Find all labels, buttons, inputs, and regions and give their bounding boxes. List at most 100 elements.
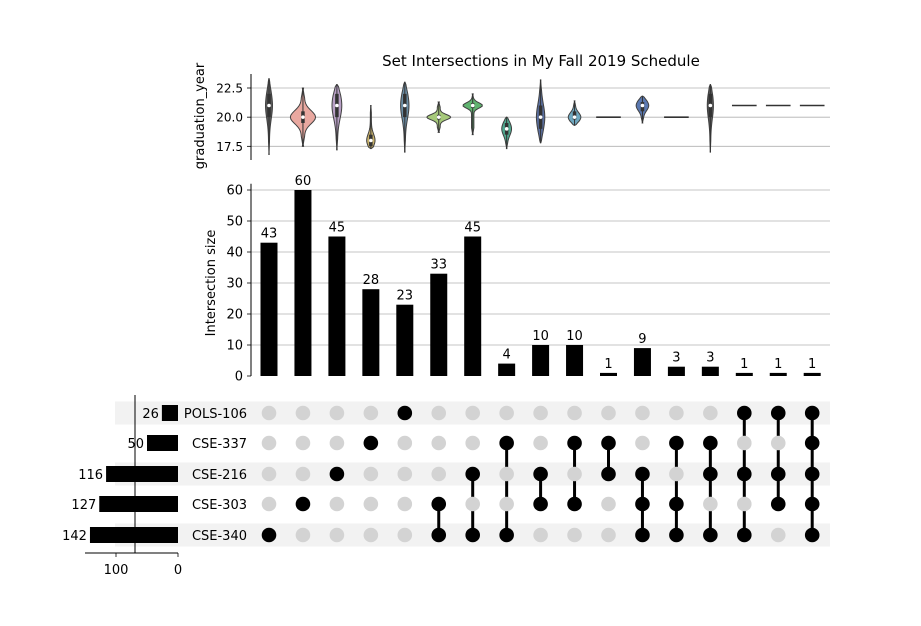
matrix-dot-16-cse-216: [770, 466, 786, 482]
matrix-dot-17-pols-106: [804, 405, 820, 421]
violin-panel: 17.5 20.0 22.5 graduation_year: [193, 62, 830, 169]
intersection-bar-label-2: 60: [295, 174, 312, 189]
matrix-dot-9-cse-340: [533, 527, 548, 543]
set-label-cse-340: CSE-340: [192, 529, 247, 544]
intersection-bar-label-3: 45: [329, 221, 346, 236]
matrix-dot-10-cse-303: [567, 496, 582, 512]
matrix-dot-7-pols-106: [465, 405, 481, 421]
matrix-dot-5-cse-340: [397, 527, 413, 543]
matrix-dot-8-cse-337: [499, 435, 514, 451]
intersection-bar-label-11: 1: [604, 357, 612, 372]
intersection-bar-2: [294, 190, 312, 376]
matrix-dot-8-cse-340: [499, 527, 514, 543]
matrix-dot-11-cse-337: [601, 435, 616, 451]
matrix-dot-15-cse-216: [737, 466, 752, 482]
set-label-cse-303: CSE-303: [192, 498, 247, 513]
intersection-bar-4: [362, 289, 380, 376]
set-size-bar-cse-340: [89, 527, 178, 543]
set-label-cse-337: CSE-337: [192, 437, 247, 452]
intersection-bar-5: [396, 304, 414, 376]
violin-median-9: [538, 115, 543, 119]
intersection-bar-1: [260, 242, 278, 376]
set-size-label-cse-303: 127: [71, 498, 96, 513]
matrix-dot-13-cse-337: [669, 435, 684, 451]
matrix-dot-17-cse-303: [804, 496, 820, 512]
matrix-dot-1-cse-303: [261, 496, 277, 512]
matrix-dot-8-pols-106: [499, 405, 514, 421]
set-size-label-cse-337: 50: [127, 437, 144, 452]
intersection-bar-13: [667, 366, 685, 376]
matrix-dot-4-cse-337: [363, 435, 379, 451]
violin-ylabel: graduation_year: [193, 62, 208, 169]
intersection-bar-10: [566, 345, 584, 376]
intersection-bar-label-13: 3: [672, 351, 680, 366]
set-size-panel: 26 50 116 127 142 100 0: [62, 395, 182, 578]
matrix-dot-2-cse-216: [295, 466, 311, 482]
intersection-bar-7: [464, 236, 482, 376]
matrix-dot-7-cse-340: [465, 527, 481, 543]
set-size-bar-pols-106: [161, 405, 178, 421]
bar-tick-label: 20: [226, 308, 243, 323]
violin-median-8: [504, 127, 509, 131]
matrix-dot-10-cse-337: [567, 435, 582, 451]
matrix-dot-5-cse-216: [397, 466, 413, 482]
intersection-bar-label-8: 4: [503, 348, 511, 363]
matrix-dot-14-pols-106: [703, 405, 718, 421]
matrix-dot-10-pols-106: [567, 405, 582, 421]
matrix-dot-13-cse-340: [669, 527, 684, 543]
matrix-dot-16-cse-340: [770, 527, 786, 543]
intersection-bar-label-15: 1: [740, 357, 748, 372]
set-size-label-cse-340: 142: [62, 529, 87, 544]
violin-tick-label: 22.5: [216, 82, 243, 96]
bar-tick-label: 10: [226, 339, 243, 354]
violin-median-10: [572, 115, 577, 119]
matrix-dot-11-cse-216: [601, 466, 616, 482]
matrix-dot-9-cse-337: [533, 435, 548, 451]
matrix-dot-6-cse-340: [431, 527, 447, 543]
bar-tick-label: 0: [235, 370, 243, 385]
bar-tick-label: 50: [226, 215, 243, 230]
matrix-dot-7-cse-303: [465, 496, 481, 512]
set-size-bar-cse-303: [99, 496, 178, 512]
violin-median-14: [708, 103, 713, 108]
matrix-dot-8-cse-303: [499, 496, 514, 512]
violin-median-5: [403, 103, 407, 108]
violin-median-3: [335, 103, 339, 108]
intersection-bar-12: [633, 348, 651, 376]
intersection-bar-label-4: 28: [363, 273, 380, 288]
intersection-bar-17: [803, 372, 821, 376]
matrix-dot-14-cse-340: [703, 527, 718, 543]
violin-median-4: [369, 138, 373, 143]
matrix-dot-6-cse-216: [431, 466, 447, 482]
chart-title: Set Intersections in My Fall 2019 Schedu…: [382, 52, 700, 70]
set-size-bar-cse-337: [147, 435, 178, 451]
matrix-dot-15-pols-106: [737, 405, 752, 421]
intersection-bar-16: [769, 372, 787, 376]
matrix-dot-10-cse-216: [567, 466, 582, 482]
intersection-bar-6: [430, 273, 448, 376]
matrix-dot-12-cse-216: [635, 466, 650, 482]
membership-matrix: POLS-106 CSE-337 CSE-216 CSE-303 CSE-340: [184, 405, 820, 544]
matrix-dot-16-cse-337: [770, 435, 786, 451]
matrix-dot-5-pols-106: [397, 405, 413, 421]
matrix-dot-6-cse-303: [431, 496, 447, 512]
matrix-dot-3-cse-337: [329, 435, 345, 451]
matrix-dot-4-pols-106: [363, 405, 379, 421]
set-size-tick-label: 0: [174, 563, 182, 578]
matrix-dot-11-cse-340: [601, 527, 616, 543]
intersection-bar-label-5: 23: [397, 289, 414, 304]
matrix-dot-6-cse-337: [431, 435, 447, 451]
intersection-bar-15: [735, 372, 753, 376]
matrix-dot-14-cse-303: [703, 496, 718, 512]
matrix-dot-3-cse-303: [329, 496, 345, 512]
matrix-dot-1-pols-106: [261, 405, 277, 421]
matrix-dot-13-pols-106: [669, 405, 684, 421]
matrix-dot-6-pols-106: [431, 405, 447, 421]
matrix-dot-7-cse-337: [465, 435, 481, 451]
bar-tick-label: 60: [226, 184, 243, 199]
matrix-dot-11-pols-106: [601, 405, 616, 421]
matrix-dot-12-cse-337: [635, 435, 650, 451]
